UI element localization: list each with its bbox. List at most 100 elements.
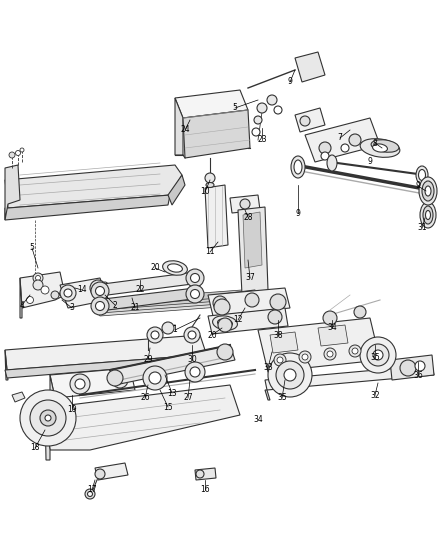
Circle shape <box>354 306 366 318</box>
Circle shape <box>30 400 66 436</box>
Text: 9: 9 <box>367 157 372 166</box>
Circle shape <box>149 372 161 384</box>
Circle shape <box>107 370 123 386</box>
Circle shape <box>41 286 49 294</box>
Circle shape <box>191 273 199 282</box>
Circle shape <box>214 299 230 315</box>
Polygon shape <box>270 332 298 353</box>
Text: 32: 32 <box>370 391 380 400</box>
Polygon shape <box>95 463 128 480</box>
Circle shape <box>367 344 389 366</box>
Circle shape <box>267 95 277 105</box>
Polygon shape <box>265 365 434 390</box>
Circle shape <box>33 280 43 290</box>
Text: 28: 28 <box>243 213 253 222</box>
Circle shape <box>20 148 24 152</box>
Polygon shape <box>205 185 228 248</box>
Ellipse shape <box>419 177 437 205</box>
Circle shape <box>300 116 310 126</box>
Circle shape <box>323 311 337 325</box>
Text: 3: 3 <box>70 303 74 312</box>
Text: 19: 19 <box>67 406 77 415</box>
Text: 35: 35 <box>277 393 287 402</box>
Text: 5: 5 <box>29 244 35 253</box>
Ellipse shape <box>371 140 399 152</box>
Circle shape <box>186 269 204 287</box>
Polygon shape <box>243 212 262 268</box>
Ellipse shape <box>206 182 214 188</box>
Polygon shape <box>20 272 65 308</box>
Ellipse shape <box>218 319 233 327</box>
Circle shape <box>162 322 174 334</box>
Circle shape <box>185 362 205 382</box>
Text: 29: 29 <box>143 356 153 365</box>
Circle shape <box>245 293 259 307</box>
Circle shape <box>324 348 336 360</box>
Text: 9: 9 <box>288 77 293 86</box>
Polygon shape <box>110 345 235 385</box>
Circle shape <box>35 276 40 280</box>
Polygon shape <box>5 165 182 208</box>
Polygon shape <box>5 350 8 380</box>
Circle shape <box>9 152 15 158</box>
Circle shape <box>64 289 72 297</box>
Polygon shape <box>45 408 50 460</box>
Circle shape <box>276 361 304 389</box>
Polygon shape <box>258 318 380 372</box>
Circle shape <box>400 360 416 376</box>
Circle shape <box>277 357 283 363</box>
Circle shape <box>188 331 196 339</box>
Circle shape <box>102 282 108 288</box>
Circle shape <box>191 289 199 298</box>
Text: 37: 37 <box>245 273 255 282</box>
Text: 8: 8 <box>373 139 378 148</box>
Polygon shape <box>60 278 108 308</box>
Circle shape <box>302 354 308 360</box>
Text: 36: 36 <box>413 370 423 379</box>
Circle shape <box>327 351 333 357</box>
Polygon shape <box>215 290 260 315</box>
Circle shape <box>186 285 204 303</box>
Polygon shape <box>5 165 20 220</box>
Text: 30: 30 <box>187 356 197 365</box>
Text: 34: 34 <box>327 324 337 333</box>
Circle shape <box>184 327 200 343</box>
Polygon shape <box>238 207 268 295</box>
Circle shape <box>190 367 200 377</box>
Polygon shape <box>50 368 135 398</box>
Ellipse shape <box>168 264 182 272</box>
Circle shape <box>360 337 396 373</box>
Ellipse shape <box>212 316 237 330</box>
Text: 12: 12 <box>233 316 243 325</box>
Polygon shape <box>318 325 348 346</box>
Polygon shape <box>95 298 260 316</box>
Circle shape <box>252 128 260 136</box>
Polygon shape <box>50 375 55 408</box>
Polygon shape <box>208 308 288 334</box>
Circle shape <box>268 310 282 324</box>
Circle shape <box>85 489 95 499</box>
Circle shape <box>147 327 163 343</box>
Circle shape <box>27 296 33 303</box>
Text: 4: 4 <box>20 301 25 310</box>
Text: 24: 24 <box>180 125 190 134</box>
Circle shape <box>373 350 383 360</box>
Text: 20: 20 <box>150 263 160 272</box>
Circle shape <box>33 273 43 283</box>
Text: 17: 17 <box>87 486 97 495</box>
Polygon shape <box>195 468 216 480</box>
Circle shape <box>268 353 312 397</box>
Text: 7: 7 <box>338 133 343 142</box>
Polygon shape <box>295 108 325 132</box>
Polygon shape <box>95 272 200 296</box>
Circle shape <box>274 106 282 114</box>
Text: 13: 13 <box>167 389 177 398</box>
Circle shape <box>91 282 109 300</box>
Text: 31: 31 <box>417 223 427 232</box>
Text: 16: 16 <box>200 486 210 495</box>
Circle shape <box>240 199 250 209</box>
Circle shape <box>284 369 296 381</box>
Text: 2: 2 <box>113 301 117 310</box>
Circle shape <box>270 294 286 310</box>
Circle shape <box>70 374 90 394</box>
